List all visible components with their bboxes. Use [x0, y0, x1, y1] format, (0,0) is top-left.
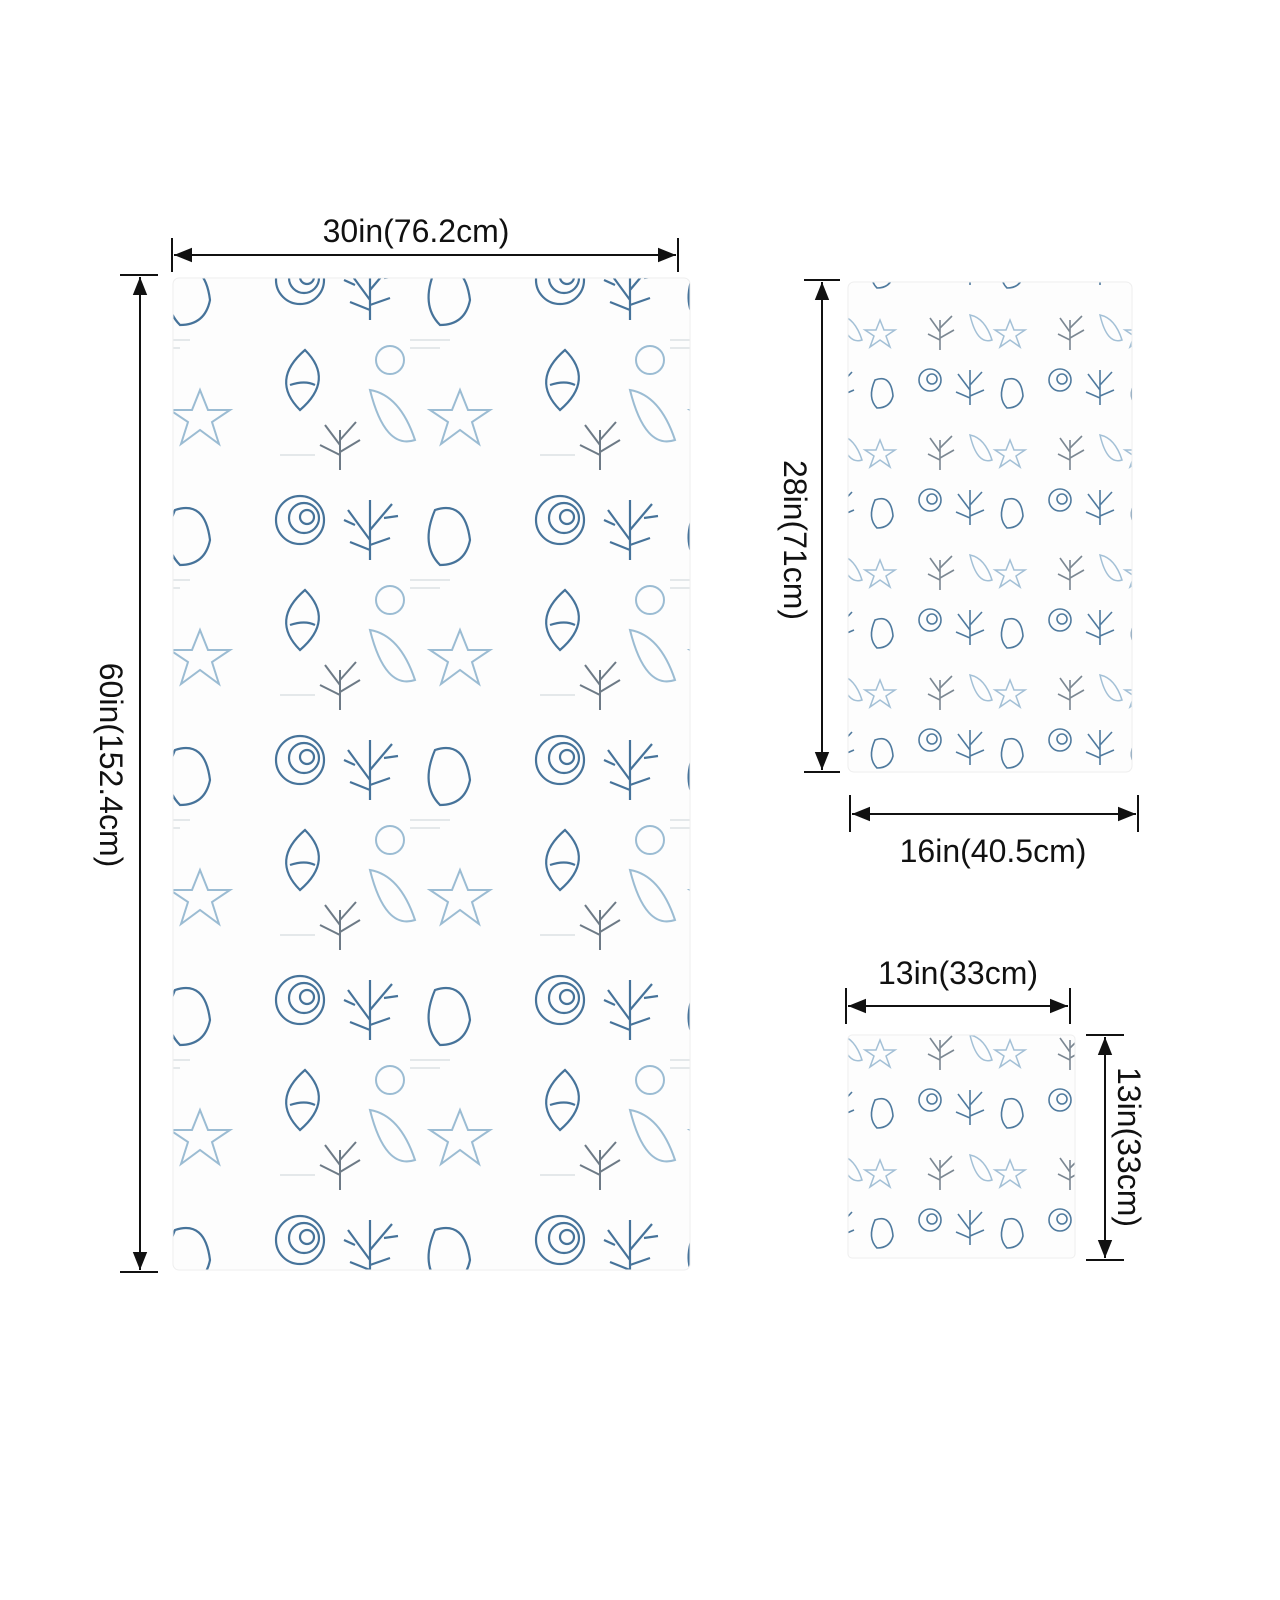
height-label: 60in(152.4cm) — [93, 663, 129, 868]
width-label: 16in(40.5cm) — [900, 833, 1087, 869]
washcloth — [847, 1034, 1076, 1259]
hand-towel — [847, 281, 1133, 773]
width-label: 30in(76.2cm) — [323, 213, 510, 249]
bath-towel — [172, 277, 691, 1271]
height-label: 13in(33cm) — [1111, 1067, 1147, 1227]
height-label: 28in(71cm) — [777, 460, 813, 620]
width-label: 13in(33cm) — [878, 955, 1038, 991]
